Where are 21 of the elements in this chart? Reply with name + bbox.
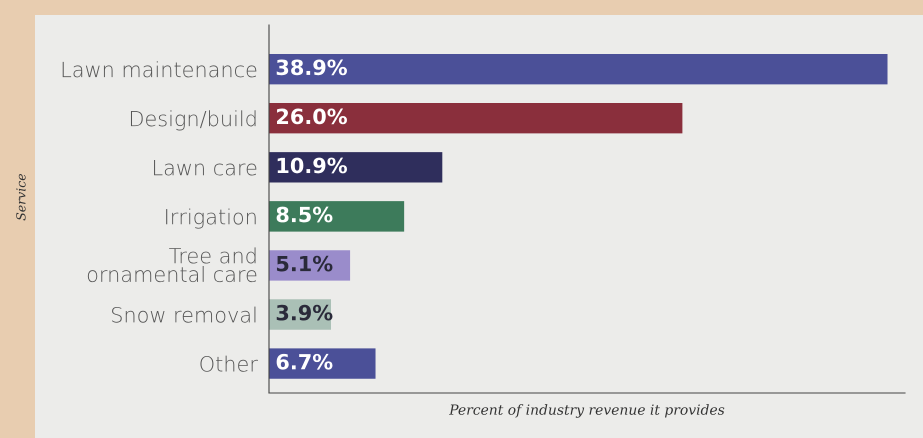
- bar: [269, 103, 682, 134]
- y-tick-label: Design/build: [130, 110, 256, 130]
- y-tick-label: Irrigation: [166, 208, 256, 229]
- data-label: 3.9%: [276, 304, 332, 321]
- bar: [269, 201, 404, 232]
- y-tick-label: Lawn care: [154, 160, 256, 176]
- bar: [269, 54, 888, 84]
- y-tick-label: Other: [200, 356, 258, 372]
- y-tick-label: Tree and ornamental care: [88, 247, 256, 282]
- data-label: 38.9%: [276, 59, 347, 76]
- bar: [269, 152, 442, 183]
- y-tick-label: Lawn maintenance: [62, 61, 256, 78]
- data-label: 26.0%: [277, 108, 347, 124]
- bar: [269, 348, 376, 379]
- data-label: 8.5%: [276, 206, 332, 222]
- y-axis-title: Service: [16, 174, 26, 220]
- data-label: 6.7%: [276, 354, 332, 370]
- y-tick-label: Snow removal: [112, 306, 256, 323]
- data-label: 5.1%: [276, 256, 332, 272]
- x-axis-title: Percent of industry revenue it provides: [449, 404, 724, 418]
- data-label: 10.9%: [278, 158, 347, 174]
